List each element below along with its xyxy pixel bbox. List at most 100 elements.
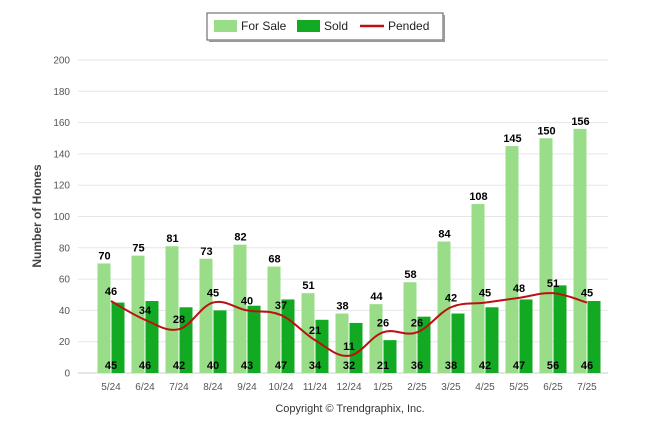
label-sold: 38 (445, 360, 457, 372)
label-pended: 26 (377, 317, 389, 329)
bar-sold (349, 322, 363, 373)
label-sold: 46 (581, 360, 593, 372)
label-for-sale: 108 (469, 191, 487, 203)
legend-swatch-sold (297, 20, 320, 32)
label-sold: 43 (241, 360, 253, 372)
y-tick-label: 180 (53, 87, 70, 98)
bar-sold (213, 310, 227, 373)
bars (97, 128, 601, 373)
bar-sold (111, 302, 125, 373)
x-tick-label: 10/24 (268, 382, 293, 393)
label-pended: 28 (173, 314, 185, 326)
y-tick-label: 200 (53, 56, 70, 67)
label-sold: 42 (479, 360, 491, 372)
y-axis-label: Number of Homes (30, 164, 44, 268)
x-tick-label: 9/24 (237, 382, 257, 393)
label-pended: 21 (309, 325, 321, 337)
x-tick-label: 12/24 (336, 382, 361, 393)
x-tick-label: 3/25 (441, 382, 461, 393)
label-for-sale: 68 (268, 254, 280, 266)
bar-sold (553, 285, 567, 373)
x-tick-label: 6/24 (135, 382, 155, 393)
pended-line (110, 292, 588, 357)
bar-for-sale (335, 313, 349, 373)
bar-sold (519, 299, 533, 373)
bar-sold (383, 340, 397, 373)
label-sold: 46 (139, 360, 151, 372)
label-sold: 40 (207, 360, 219, 372)
bar-for-sale (199, 258, 213, 373)
legend-swatch-for-sale (214, 20, 237, 32)
bar-for-sale (369, 304, 383, 373)
x-tick-label: 7/24 (169, 382, 189, 393)
label-pended: 46 (105, 286, 117, 298)
y-tick-label: 40 (59, 306, 71, 317)
label-pended: 11 (343, 341, 355, 353)
bar-sold (315, 319, 329, 373)
copyright-footer: Copyright © Trendgraphix, Inc. (275, 403, 424, 415)
label-pended: 34 (139, 305, 152, 317)
x-axis: 5/24 6/24 7/24 8/24 9/24 10/24 11/24 12/24 1/25 2… (101, 382, 597, 393)
label-pended: 45 (479, 288, 491, 300)
label-sold: 32 (343, 360, 355, 372)
y-tick-label: 0 (64, 369, 70, 380)
label-for-sale: 58 (404, 269, 416, 281)
label-pended: 45 (581, 288, 593, 300)
y-tick-label: 120 (53, 181, 70, 192)
bar-for-sale (165, 246, 179, 373)
y-tick-label: 100 (53, 212, 70, 223)
y-tick-label: 160 (53, 118, 70, 129)
label-pended: 45 (207, 288, 219, 300)
y-tick-label: 60 (59, 275, 71, 286)
legend-label-sold: Sold (324, 19, 348, 33)
bar-for-sale (267, 266, 281, 373)
label-pended: 40 (241, 295, 253, 307)
bar-sold (485, 307, 499, 373)
label-for-sale: 145 (503, 133, 521, 145)
y-tick-label: 140 (53, 149, 70, 160)
label-sold: 47 (275, 360, 287, 372)
label-sold: 56 (547, 360, 559, 372)
x-tick-label: 7/25 (577, 382, 597, 393)
bar-for-sale (471, 203, 485, 373)
bar-sold (587, 301, 601, 373)
label-for-sale: 70 (98, 250, 110, 262)
label-for-sale: 150 (537, 125, 555, 137)
label-for-sale: 82 (234, 232, 246, 244)
bar-for-sale (301, 293, 315, 373)
x-tick-label: 4/25 (475, 382, 495, 393)
x-tick-label: 5/25 (509, 382, 529, 393)
bar-sold (145, 301, 159, 373)
legend-shadow (209, 40, 445, 42)
legend: For Sale Sold Pended (206, 12, 445, 42)
bar-for-sale (403, 282, 417, 373)
label-for-sale: 75 (132, 243, 144, 255)
label-sold: 45 (105, 360, 117, 372)
bar-for-sale (573, 128, 587, 373)
label-pended: 42 (445, 292, 457, 304)
label-for-sale: 156 (571, 116, 589, 128)
label-sold: 42 (173, 360, 185, 372)
legend-label-for-sale: For Sale (241, 19, 287, 33)
bar-for-sale (505, 146, 519, 373)
label-for-sale: 38 (336, 301, 348, 313)
x-tick-label: 6/25 (543, 382, 563, 393)
legend-shadow (443, 15, 445, 42)
bar-sold (451, 313, 465, 373)
x-tick-label: 11/24 (303, 382, 328, 393)
x-tick-label: 1/25 (373, 382, 393, 393)
bar-for-sale (131, 255, 145, 373)
data-labels: 70 45 75 46 81 42 73 40 82 43 68 47 51 34 38 32 44 21 58 36… (98, 116, 593, 372)
bar-for-sale (97, 263, 111, 373)
legend-box (206, 12, 444, 41)
bar-for-sale (437, 241, 451, 373)
pended-series-line (110, 292, 588, 357)
label-for-sale: 84 (438, 229, 451, 241)
label-sold: 34 (309, 360, 322, 372)
label-sold: 47 (513, 360, 525, 372)
label-pended: 37 (275, 300, 287, 312)
label-sold: 36 (411, 360, 423, 372)
label-for-sale: 51 (302, 280, 314, 292)
